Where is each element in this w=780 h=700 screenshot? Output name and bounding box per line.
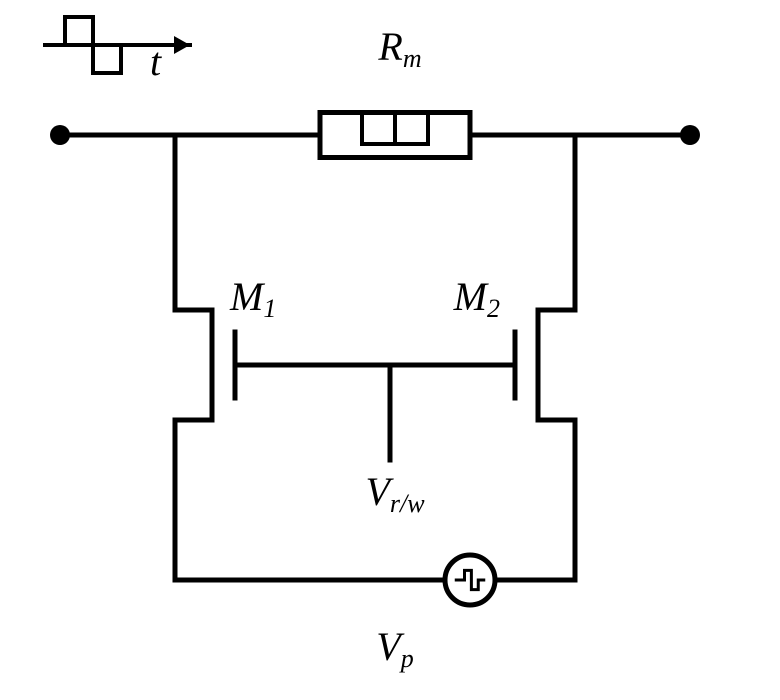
time-axis-arrow (174, 36, 190, 54)
memristor-notch (362, 113, 428, 145)
label-gate_voltage: Vr/w (365, 469, 425, 518)
pulse-source-glyph (456, 570, 484, 589)
node-right (680, 125, 700, 145)
label-mosfet_right: M2 (453, 274, 500, 323)
circuit-diagram: Rm M1 M2 Vr/w Vp t (0, 0, 780, 700)
node-left (50, 125, 70, 145)
label-memristor: Rm (377, 24, 421, 73)
label-mosfet_left: M1 (229, 274, 276, 323)
label-time_axis: t (150, 39, 162, 84)
label-pulse_source: Vp (376, 624, 413, 673)
